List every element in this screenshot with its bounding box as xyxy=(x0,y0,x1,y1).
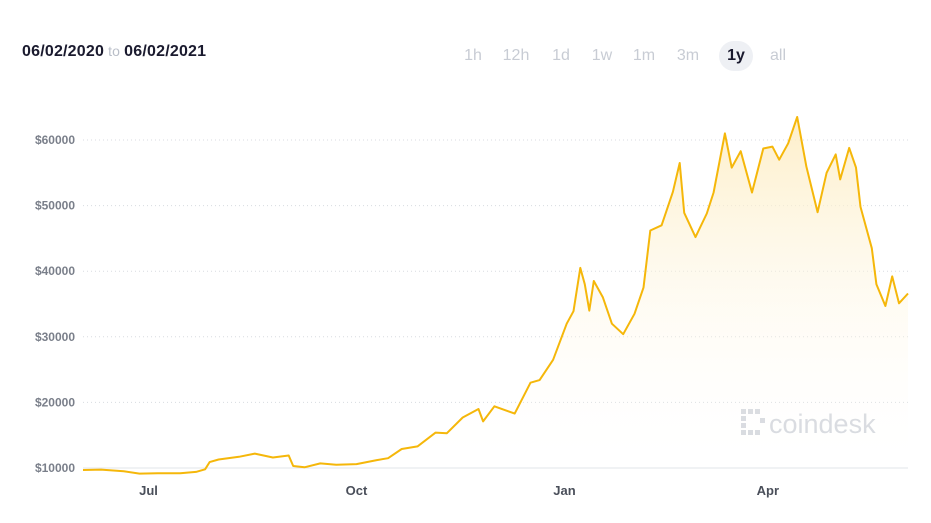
tab-1d[interactable]: 1d xyxy=(552,47,570,64)
x-axis: Jul Oct Jan Apr xyxy=(139,483,779,498)
tab-3m[interactable]: 3m xyxy=(676,47,700,64)
y-axis: $10000 $20000 $30000 $40000 $50000 $60000 xyxy=(35,133,75,475)
y-tick-label: $50000 xyxy=(35,199,75,213)
y-tick-label: $30000 xyxy=(35,330,75,344)
date-range-separator: to xyxy=(108,43,121,59)
tab-1w[interactable]: 1w xyxy=(591,47,613,64)
tab-1y[interactable]: 1y xyxy=(719,41,753,71)
date-from: 06/02/2020 xyxy=(22,43,105,60)
x-tick-label: Jul xyxy=(139,483,158,498)
price-area-fill xyxy=(83,117,908,474)
x-tick-label: Oct xyxy=(346,483,368,498)
tab-1m[interactable]: 1m xyxy=(632,47,656,64)
timeframe-selector: 1h 12h 1d 1w 1m 3m 1y all xyxy=(411,41,931,71)
date-range: 06/02/2020 to 06/02/2021 xyxy=(22,43,206,61)
y-tick-label: $60000 xyxy=(35,133,75,147)
x-tick-label: Jan xyxy=(553,483,575,498)
y-tick-label: $10000 xyxy=(35,461,75,475)
price-series-line xyxy=(82,116,909,475)
y-tick-label: $20000 xyxy=(35,395,75,409)
x-tick-label: Apr xyxy=(757,483,779,498)
tab-all[interactable]: all xyxy=(769,47,786,64)
date-to: 06/02/2021 xyxy=(124,43,207,60)
tab-12h[interactable]: 12h xyxy=(502,47,530,64)
tab-1h[interactable]: 1h xyxy=(464,47,482,64)
y-tick-label: $40000 xyxy=(35,264,75,278)
